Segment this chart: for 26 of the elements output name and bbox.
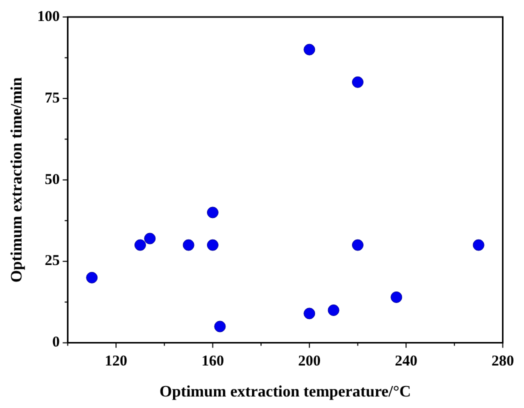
point — [304, 308, 316, 320]
point — [390, 291, 402, 303]
y-tick-label: 25 — [44, 253, 60, 270]
x-tick-label: 200 — [298, 354, 321, 370]
point — [352, 76, 364, 88]
point — [134, 239, 146, 251]
y-tick-label: 0 — [52, 334, 60, 351]
x-axis-title: Optimum extraction temperature/°C — [160, 384, 411, 401]
point — [182, 239, 194, 251]
y-tick-label: 75 — [44, 90, 60, 106]
x-tick-label: 160 — [201, 354, 224, 370]
point — [304, 44, 316, 56]
x-tick-label: 120 — [104, 354, 128, 370]
y-tick-label: 100 — [37, 8, 60, 25]
point — [214, 320, 226, 332]
point — [472, 239, 484, 251]
point — [206, 206, 218, 218]
point — [328, 304, 340, 316]
point — [86, 272, 98, 284]
point — [144, 232, 156, 244]
y-axis-title: Optimum extraction time/min — [8, 77, 26, 283]
point — [352, 239, 364, 251]
point — [206, 239, 218, 251]
x-tick-label: 280 — [492, 354, 514, 370]
y-tick-label: 50 — [44, 172, 60, 188]
x-tick-label: 240 — [394, 354, 418, 370]
